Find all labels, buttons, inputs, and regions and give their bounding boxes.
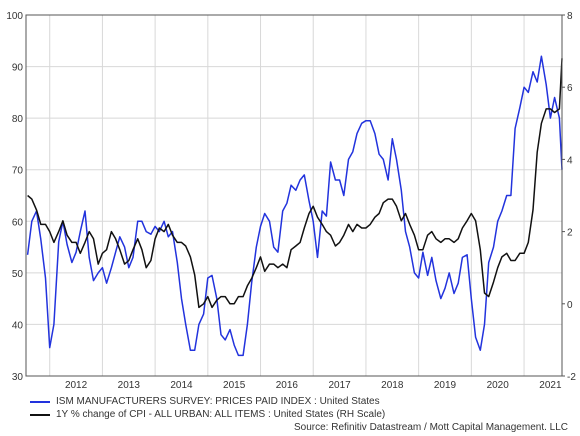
x-tick-label: 2014 — [170, 380, 193, 391]
plot-frame — [25, 14, 563, 377]
series-layer — [26, 55, 563, 357]
legend-item-cpi: 1Y % change of CPI - ALL URBAN: ALL ITEM… — [30, 408, 385, 421]
legend-label-cpi: 1Y % change of CPI - ALL URBAN: ALL ITEM… — [56, 409, 386, 420]
x-tick-label: 2021 — [539, 380, 562, 391]
legend-swatch-cpi — [30, 413, 50, 416]
legend-label-ism: ISM MANUFACTURERS SURVEY: PRICES PAID IN… — [56, 396, 380, 407]
x-tick-label: 2018 — [381, 380, 404, 391]
left-tick-label: 50 — [12, 269, 24, 280]
left-tick-label: 90 — [12, 63, 24, 74]
left-tick-label: 30 — [12, 372, 24, 383]
x-tick-label: 2019 — [434, 380, 457, 391]
x-tick-label: 2013 — [118, 380, 141, 391]
right-tick-label: -2 — [567, 372, 576, 383]
left-axis: 30 40 50 60 70 80 90 100 — [6, 11, 23, 383]
left-tick-label: 70 — [12, 166, 24, 177]
right-tick-label: 8 — [567, 11, 573, 22]
series-line-cpi-yoy — [27, 58, 563, 309]
grid — [26, 14, 562, 377]
series-line-ism-prices-paid — [26, 55, 563, 357]
x-tick-label: 2016 — [276, 380, 299, 391]
legend-item-ism: ISM MANUFACTURERS SURVEY: PRICES PAID IN… — [30, 395, 385, 408]
left-tick-label: 100 — [6, 11, 23, 22]
left-tick-label: 40 — [12, 320, 24, 331]
right-tick-label: 0 — [567, 300, 573, 311]
left-tick-label: 60 — [12, 217, 24, 228]
x-tick-label: 2012 — [65, 380, 88, 391]
legend-swatch-ism — [30, 400, 50, 403]
x-axis: 2012 2013 2014 2015 2016 2017 2018 2019 2020 2021 — [65, 380, 562, 391]
x-tick-label: 2015 — [223, 380, 246, 391]
right-axis: -2 0 2 4 6 8 — [562, 11, 576, 383]
right-tick-label: 6 — [567, 83, 573, 94]
x-tick-label: 2020 — [487, 380, 510, 391]
left-tick-label: 80 — [12, 114, 24, 125]
legend: ISM MANUFACTURERS SURVEY: PRICES PAID IN… — [30, 395, 385, 421]
right-tick-label: 2 — [567, 228, 573, 239]
source-note: Source: Refinitiv Datastream / Mott Capi… — [293, 422, 568, 433]
x-tick-label: 2017 — [328, 380, 351, 391]
right-tick-label: 4 — [567, 155, 573, 166]
